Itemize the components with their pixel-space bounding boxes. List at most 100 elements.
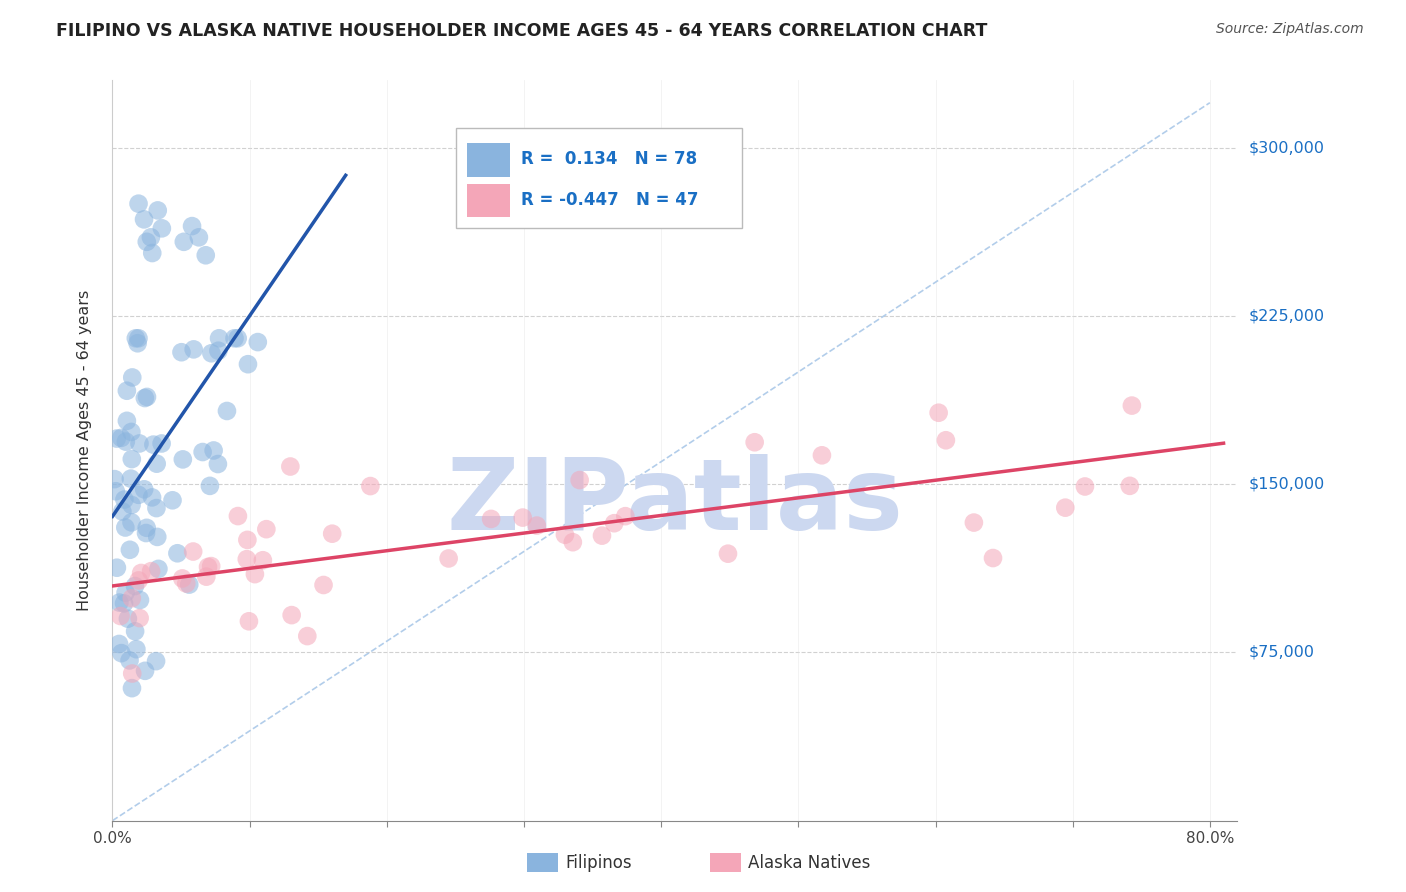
Point: [145, 501, 167, 516]
Point: [124, 624, 146, 639]
Point: [121, 516, 143, 530]
Point: [191, 445, 214, 459]
Point: [150, 436, 173, 450]
Point: [118, 653, 141, 667]
Point: [183, 343, 205, 357]
Text: R = -0.447   N = 47: R = -0.447 N = 47: [520, 191, 699, 210]
Point: [124, 579, 146, 593]
Point: [236, 533, 259, 547]
Point: [148, 562, 170, 576]
Point: [166, 546, 188, 560]
Point: [121, 370, 143, 384]
Point: [132, 212, 155, 227]
Point: [172, 452, 194, 467]
Point: [226, 509, 249, 524]
Point: [129, 566, 152, 580]
Point: [135, 235, 157, 249]
Point: [125, 331, 148, 345]
Point: [104, 484, 127, 499]
Point: [207, 343, 229, 358]
Point: [129, 593, 152, 607]
Point: [136, 390, 159, 404]
Point: [141, 491, 163, 505]
Point: [127, 336, 149, 351]
Point: [121, 681, 143, 695]
Point: [115, 384, 138, 398]
Point: [173, 235, 195, 249]
Point: [202, 443, 225, 458]
Point: [128, 488, 150, 502]
Text: R =  0.134   N = 78: R = 0.134 N = 78: [520, 151, 697, 169]
Point: [197, 560, 219, 574]
Point: [145, 457, 167, 471]
Point: [744, 435, 766, 450]
Point: [128, 436, 150, 450]
Point: [172, 571, 194, 585]
Point: [105, 432, 128, 446]
Point: [115, 434, 138, 449]
Point: [179, 577, 201, 591]
Text: $75,000: $75,000: [1249, 645, 1315, 660]
Point: [963, 516, 986, 530]
Point: [243, 567, 266, 582]
Point: [811, 448, 834, 462]
Point: [120, 425, 142, 439]
Point: [128, 611, 150, 625]
Point: [150, 221, 173, 235]
Text: $300,000: $300,000: [1249, 140, 1324, 155]
Point: [280, 608, 302, 623]
Point: [112, 596, 135, 610]
Point: [1074, 479, 1097, 493]
Point: [321, 526, 343, 541]
Point: [200, 346, 222, 360]
Point: [134, 483, 156, 497]
Point: [252, 553, 274, 567]
Point: [145, 654, 167, 668]
Point: [215, 404, 238, 418]
Point: [238, 615, 260, 629]
Point: [117, 612, 139, 626]
Point: [195, 569, 218, 583]
Text: $150,000: $150,000: [1249, 476, 1324, 491]
Y-axis label: Householder Income Ages 45 - 64 years: Householder Income Ages 45 - 64 years: [77, 290, 91, 611]
Text: Source: ZipAtlas.com: Source: ZipAtlas.com: [1216, 22, 1364, 37]
Point: [108, 637, 131, 651]
Point: [181, 544, 204, 558]
Text: ZIPatlas: ZIPatlas: [447, 454, 903, 550]
Point: [981, 551, 1004, 566]
Point: [236, 552, 259, 566]
Point: [104, 472, 127, 486]
Point: [139, 564, 162, 578]
Point: [146, 203, 169, 218]
Point: [603, 516, 626, 531]
Point: [1121, 399, 1143, 413]
Point: [112, 492, 135, 507]
Point: [111, 504, 134, 518]
Point: [568, 473, 591, 487]
Point: [121, 666, 143, 681]
Point: [139, 230, 162, 244]
Point: [141, 246, 163, 260]
Bar: [467, 144, 509, 177]
Point: [297, 629, 319, 643]
Text: $225,000: $225,000: [1249, 309, 1324, 323]
Point: [194, 248, 217, 262]
Point: [125, 642, 148, 657]
Text: FILIPINO VS ALASKA NATIVE HOUSEHOLDER INCOME AGES 45 - 64 YEARS CORRELATION CHAR: FILIPINO VS ALASKA NATIVE HOUSEHOLDER IN…: [56, 22, 987, 40]
Point: [526, 518, 548, 533]
Point: [561, 535, 583, 549]
Bar: [467, 184, 509, 218]
Point: [142, 437, 165, 451]
Point: [226, 331, 249, 345]
Point: [114, 585, 136, 599]
Point: [110, 431, 132, 445]
Point: [359, 479, 381, 493]
Point: [246, 334, 269, 349]
Point: [554, 527, 576, 541]
Point: [110, 646, 132, 660]
Point: [110, 609, 132, 624]
Point: [198, 479, 221, 493]
Point: [935, 434, 957, 448]
Point: [254, 522, 277, 536]
FancyBboxPatch shape: [456, 128, 742, 228]
